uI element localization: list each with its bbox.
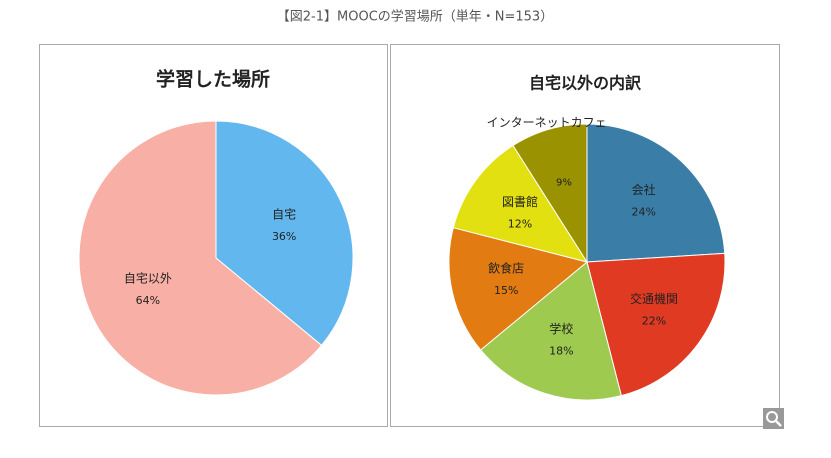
slice-label: 自宅以外 — [124, 271, 172, 286]
pie-slice — [479, 261, 622, 401]
slice-label: インターネットカフェ — [487, 115, 607, 129]
slice-label: 飲食店 — [488, 261, 524, 276]
value-label: 24% — [631, 206, 655, 219]
value-label: 36% — [272, 230, 296, 243]
page-title: 【図2-1】MOOCの学習場所（単年・N=153） — [277, 9, 553, 25]
pie-slice — [452, 144, 589, 263]
slice-label: 交通機関 — [630, 291, 678, 306]
value-label: 9% — [556, 177, 572, 188]
chart-title: 自宅以外の内訳 — [529, 74, 642, 93]
value-label: 18% — [549, 345, 573, 358]
slice-label: 自宅 — [272, 206, 296, 221]
slice-label: 学校 — [549, 321, 573, 336]
pie-slice — [215, 120, 354, 347]
value-label: 22% — [642, 315, 666, 328]
value-label: 15% — [494, 284, 518, 297]
slice-label: 図書館 — [502, 194, 538, 209]
pie-slice — [586, 252, 726, 397]
pie-slice — [448, 227, 589, 351]
zoom-icon[interactable] — [763, 408, 784, 429]
pie-slice — [586, 123, 726, 263]
value-label: 12% — [508, 217, 532, 230]
pie-slice — [512, 123, 588, 264]
slice-label: 会社 — [632, 182, 656, 197]
pie-slice — [78, 120, 323, 396]
chart-title: 学習した場所 — [156, 68, 270, 91]
value-label: 64% — [136, 294, 160, 307]
